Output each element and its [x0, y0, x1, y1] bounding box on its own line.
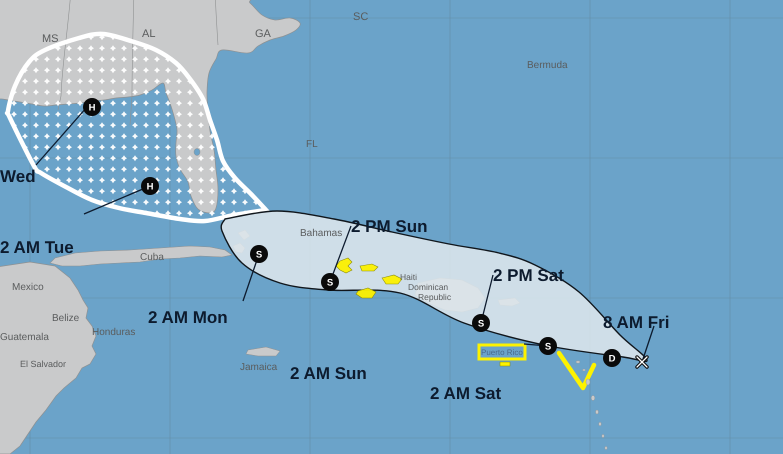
svg-text:Jamaica: Jamaica	[240, 362, 278, 373]
svg-text:D: D	[609, 353, 616, 364]
svg-text:Belize: Belize	[52, 313, 80, 324]
svg-text:Mexico: Mexico	[12, 282, 44, 293]
svg-text:Bermuda: Bermuda	[527, 60, 568, 71]
svg-text:H: H	[89, 102, 96, 113]
svg-text:Dominican: Dominican	[408, 282, 448, 292]
svg-text:FL: FL	[306, 139, 318, 150]
svg-text:Republic: Republic	[418, 292, 452, 302]
svg-text:Puerto Rico: Puerto Rico	[481, 348, 523, 357]
svg-text:S: S	[478, 318, 484, 329]
svg-text:2 PM Sat: 2 PM Sat	[493, 266, 564, 285]
svg-text:2 AM Sun: 2 AM Sun	[290, 364, 367, 383]
svg-text:MS: MS	[42, 33, 59, 45]
svg-text:Honduras: Honduras	[92, 327, 135, 338]
svg-text:2 AM Sat: 2 AM Sat	[430, 384, 502, 403]
svg-text:2 AM Tue: 2 AM Tue	[0, 238, 74, 257]
svg-text:8 AM Fri: 8 AM Fri	[603, 313, 669, 332]
svg-text:El Salvador: El Salvador	[20, 359, 66, 369]
svg-text:2 PM Sun: 2 PM Sun	[351, 217, 428, 236]
svg-text:Bahamas: Bahamas	[300, 228, 342, 239]
svg-text:Cuba: Cuba	[140, 252, 164, 263]
svg-text:S: S	[256, 249, 262, 260]
svg-text:AL: AL	[142, 28, 155, 40]
svg-text:H: H	[147, 181, 154, 192]
svg-text:Haiti: Haiti	[400, 272, 417, 282]
svg-text:Guatemala: Guatemala	[0, 332, 49, 343]
svg-text:2 AM Mon: 2 AM Mon	[148, 308, 228, 327]
svg-text:SC: SC	[353, 11, 368, 23]
svg-text:Wed: Wed	[0, 167, 36, 186]
svg-text:GA: GA	[255, 28, 272, 40]
svg-text:S: S	[545, 341, 551, 352]
svg-text:S: S	[327, 277, 333, 288]
